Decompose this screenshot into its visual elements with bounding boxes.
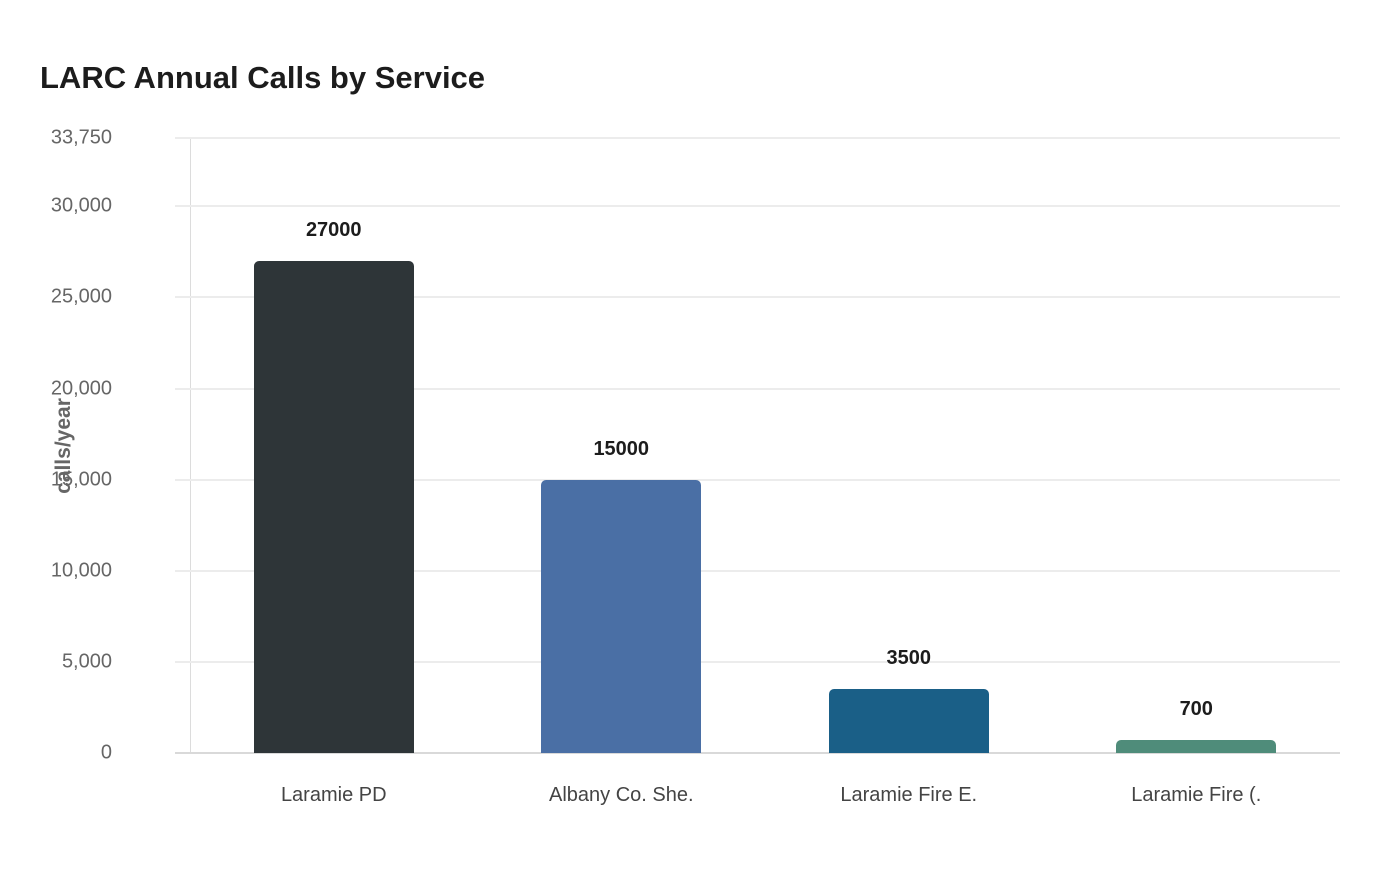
y-tick-label: 25,000 (50, 285, 112, 308)
x-axis-line (175, 752, 1340, 754)
y-axis-line (190, 138, 191, 753)
chart-title: LARC Annual Calls by Service (40, 60, 486, 95)
bar[interactable] (541, 479, 702, 753)
gridline (175, 478, 1340, 481)
bar[interactable] (828, 689, 989, 753)
y-tick-label: 10,000 (50, 559, 112, 582)
gridline (175, 660, 1340, 663)
y-tick-label: 15,000 (50, 468, 112, 491)
y-tick-label: 5,000 (61, 650, 112, 673)
gridline (175, 569, 1340, 572)
gridline (175, 137, 1340, 139)
bar-value-label: 3500 (886, 647, 932, 670)
y-tick-label: 33,750 (50, 126, 112, 149)
bar[interactable] (253, 261, 414, 753)
y-tick-label: 30,000 (50, 194, 112, 217)
bar[interactable] (1116, 740, 1277, 753)
bar-value-label: 27000 (305, 219, 362, 241)
bar-value-label: 15000 (593, 437, 650, 460)
x-tick-label: Laramie Fire E. (840, 784, 978, 806)
x-tick-label: Laramie Fire (. (1131, 784, 1262, 806)
gridline (175, 296, 1340, 299)
y-tick-label: 20,000 (50, 377, 112, 400)
gridline (175, 387, 1340, 390)
gridline (175, 205, 1340, 208)
y-tick-label: 0 (100, 741, 112, 764)
plot-area: 0 5,000 10,000 15,000 20,000 25,000 30,000 33,7… (51, 127, 1340, 764)
bar-value-label: 700 (1179, 698, 1213, 721)
x-tick-label: Laramie PD (280, 784, 387, 806)
x-tick-label: Albany Co. She. (548, 784, 694, 806)
